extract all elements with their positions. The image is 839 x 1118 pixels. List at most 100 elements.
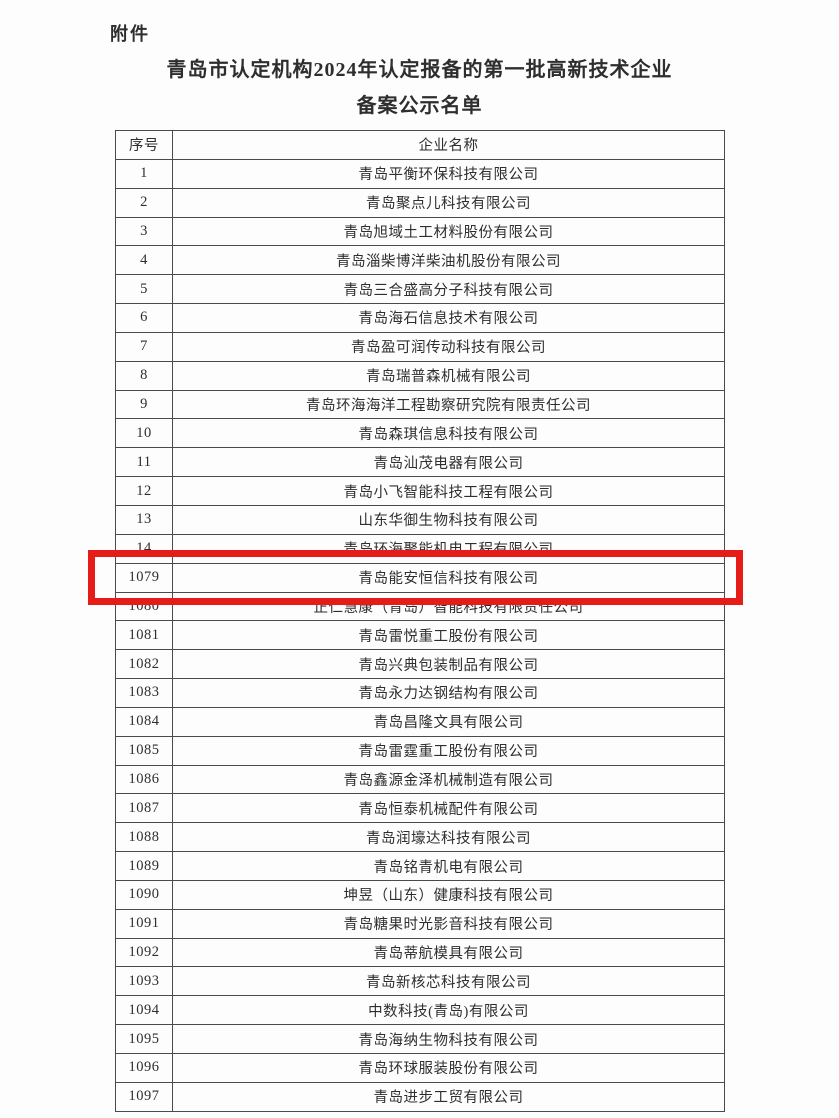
table-row: 1083 青岛永力达钢结构有限公司: [115, 678, 725, 708]
table-row: 1095 青岛海纳生物科技有限公司: [115, 1024, 725, 1054]
row-number-cell: 11: [115, 447, 173, 478]
company-name-cell: 青岛汕茂电器有限公司: [172, 447, 725, 478]
row-number-cell: 1091: [115, 908, 173, 939]
table-row: 2 青岛聚点儿科技有限公司: [115, 187, 725, 218]
row-number-cell: 1087: [115, 793, 173, 824]
company-name-cell: 正仁慧康（青岛）智能科技有限责任公司: [172, 591, 725, 622]
row-number-cell: 2: [115, 187, 173, 218]
company-name-cell: 青岛恒泰机械配件有限公司: [172, 793, 725, 824]
table-row: 3 青岛旭域土工材料股份有限公司: [115, 216, 725, 247]
row-number-cell: 1093: [115, 966, 173, 997]
row-number-cell: 14: [115, 533, 173, 564]
company-name-cell: 青岛盈可润传动科技有限公司: [172, 331, 725, 362]
table-row: 1093 青岛新核芯科技有限公司: [115, 966, 725, 997]
table-row: 1081 青岛雷悦重工股份有限公司: [115, 620, 725, 651]
company-name-cell: 青岛昌隆文具有限公司: [172, 706, 725, 737]
table-row: 1090 坤昱（山东）健康科技有限公司: [115, 879, 725, 910]
row-number-cell: 1: [115, 158, 173, 189]
table-row: 1097 青岛进步工贸有限公司: [115, 1081, 725, 1112]
row-number-cell: 1094: [115, 995, 173, 1026]
row-number-cell: 1083: [115, 678, 173, 708]
attachment-label: 附件: [110, 24, 150, 44]
table-row: 1087 青岛恒泰机械配件有限公司: [115, 793, 725, 824]
company-name-cell: 青岛永力达钢结构有限公司: [172, 678, 725, 708]
table-row: 6 青岛海石信息技术有限公司: [115, 303, 725, 333]
company-name-cell: 青岛蒂航模具有限公司: [172, 937, 725, 968]
company-table-body: 1 青岛平衡环保科技有限公司 2 青岛聚点儿科技有限公司 3 青岛旭域土工材料股份有限公司…: [115, 158, 725, 1112]
company-name-cell: 青岛雷霆重工股份有限公司: [172, 735, 725, 766]
company-name-cell: 青岛旭域土工材料股份有限公司: [172, 216, 725, 247]
company-name-cell: 青岛三合盛高分子科技有限公司: [172, 274, 725, 305]
company-name-cell: 青岛新核芯科技有限公司: [172, 966, 725, 997]
company-name-cell: 青岛海纳生物科技有限公司: [172, 1024, 725, 1054]
company-name-cell: 青岛淄柴博洋柴油机股份有限公司: [172, 245, 725, 276]
company-name-cell: 青岛森琪信息科技有限公司: [172, 418, 725, 449]
document-subtitle: 备案公示名单: [356, 95, 483, 117]
company-table: 序号 企业名称 1 青岛平衡环保科技有限公司 2 青岛聚点儿科技有限公司 3 青岛旭域土工…: [115, 130, 725, 1112]
table-row: 1082 青岛兴典包装制品有限公司: [115, 649, 725, 680]
table-row: 1094 中数科技(青岛)有限公司: [115, 995, 725, 1026]
row-number-cell: 1081: [115, 620, 173, 651]
table-row: 1079 青岛能安恒信科技有限公司: [115, 562, 725, 593]
row-number-cell: 1089: [115, 851, 173, 881]
table-row: 1091 青岛糖果时光影音科技有限公司: [115, 908, 725, 939]
company-name-cell: 青岛能安恒信科技有限公司: [172, 562, 725, 593]
company-name-cell: 青岛小飞智能科技工程有限公司: [172, 476, 725, 506]
row-number-cell: 6: [115, 303, 173, 333]
table-row: 1086 青岛鑫源金泽机械制造有限公司: [115, 764, 725, 795]
row-number-cell: 8: [115, 360, 173, 391]
table-row: 7 青岛盈可润传动科技有限公司: [115, 331, 725, 362]
row-number-cell: 9: [115, 389, 173, 420]
table-row: 13 山东华御生物科技有限公司: [115, 504, 725, 535]
row-number-cell: 1086: [115, 764, 173, 795]
company-name-cell: 青岛兴典包装制品有限公司: [172, 649, 725, 680]
table-row: 12 青岛小飞智能科技工程有限公司: [115, 476, 725, 506]
table-row: 5 青岛三合盛高分子科技有限公司: [115, 274, 725, 305]
row-number-cell: 3: [115, 216, 173, 247]
company-name-cell: 青岛环海聚能机电工程有限公司: [172, 533, 725, 564]
table-row: 1089 青岛铭青机电有限公司: [115, 851, 725, 881]
table-row: 1088 青岛润壕达科技有限公司: [115, 822, 725, 853]
row-number-cell: 1079: [115, 562, 173, 593]
company-name-cell: 青岛平衡环保科技有限公司: [172, 158, 725, 189]
row-number-cell: 1096: [115, 1053, 173, 1083]
row-number-cell: 1080: [115, 591, 173, 622]
header-cell-serial-number: 序号: [115, 130, 173, 160]
row-number-cell: 13: [115, 504, 173, 535]
table-row: 4 青岛淄柴博洋柴油机股份有限公司: [115, 245, 725, 276]
company-name-cell: 青岛聚点儿科技有限公司: [172, 187, 725, 218]
table-row: 1085 青岛雷霆重工股份有限公司: [115, 735, 725, 766]
table-header-row: 序号 企业名称: [115, 130, 725, 160]
table-row: 8 青岛瑞普森机械有限公司: [115, 360, 725, 391]
table-row: 1092 青岛蒂航模具有限公司: [115, 937, 725, 968]
row-number-cell: 1092: [115, 937, 173, 968]
table-row: 14 青岛环海聚能机电工程有限公司: [115, 533, 725, 564]
row-number-cell: 10: [115, 418, 173, 449]
company-name-cell: 青岛环球服装股份有限公司: [172, 1053, 725, 1083]
company-name-cell: 青岛进步工贸有限公司: [172, 1081, 725, 1112]
row-number-cell: 12: [115, 476, 173, 506]
company-name-cell: 青岛润壕达科技有限公司: [172, 822, 725, 853]
table-row: 1096 青岛环球服装股份有限公司: [115, 1053, 725, 1083]
table-row: 10 青岛森琪信息科技有限公司: [115, 418, 725, 449]
row-number-cell: 1097: [115, 1081, 173, 1112]
table-row: 1080 正仁慧康（青岛）智能科技有限责任公司: [115, 591, 725, 622]
row-number-cell: 5: [115, 274, 173, 305]
header-cell-company-name: 企业名称: [172, 130, 725, 160]
document-title: 青岛市认定机构2024年认定报备的第一批高新技术企业: [166, 59, 673, 81]
company-name-cell: 山东华御生物科技有限公司: [172, 504, 725, 535]
company-name-cell: 青岛瑞普森机械有限公司: [172, 360, 725, 391]
company-name-cell: 青岛雷悦重工股份有限公司: [172, 620, 725, 651]
company-name-cell: 中数科技(青岛)有限公司: [172, 995, 725, 1026]
row-number-cell: 1088: [115, 822, 173, 853]
company-name-cell: 青岛铭青机电有限公司: [172, 851, 725, 881]
company-name-cell: 青岛糖果时光影音科技有限公司: [172, 908, 725, 939]
company-name-cell: 坤昱（山东）健康科技有限公司: [172, 879, 725, 910]
table-row: 1084 青岛昌隆文具有限公司: [115, 706, 725, 737]
company-name-cell: 青岛海石信息技术有限公司: [172, 303, 725, 333]
company-name-cell: 青岛环海海洋工程勘察研究院有限责任公司: [172, 389, 725, 420]
row-number-cell: 1095: [115, 1024, 173, 1054]
table-row: 9 青岛环海海洋工程勘察研究院有限责任公司: [115, 389, 725, 420]
row-number-cell: 1085: [115, 735, 173, 766]
